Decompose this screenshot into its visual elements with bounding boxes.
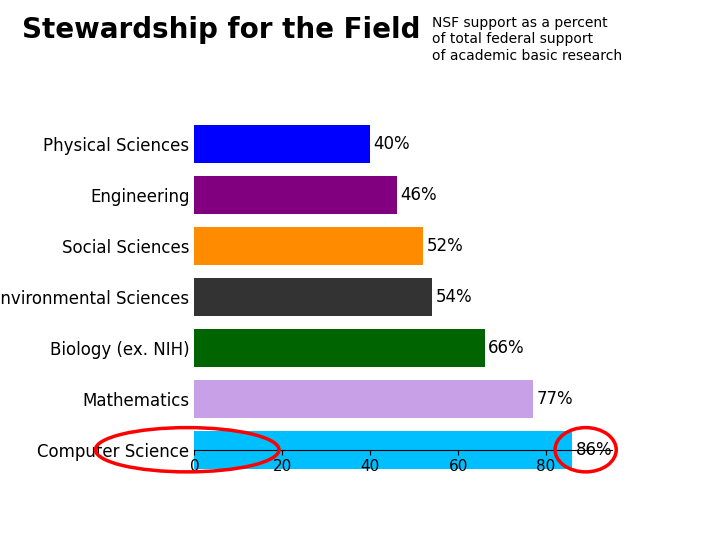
- Text: NSF support as a percent
of total federal support
of academic basic research: NSF support as a percent of total federa…: [432, 16, 622, 63]
- Bar: [194, 227, 423, 265]
- Text: Stewardship for the Field: Stewardship for the Field: [22, 16, 420, 44]
- Text: 46%: 46%: [400, 186, 437, 204]
- Text: 54%: 54%: [436, 288, 472, 306]
- Bar: [194, 431, 572, 469]
- Bar: [194, 278, 432, 316]
- Text: 77%: 77%: [536, 390, 573, 408]
- Bar: [194, 380, 533, 418]
- Text: 66%: 66%: [488, 339, 525, 357]
- Text: 52%: 52%: [426, 237, 463, 255]
- Text: 40%: 40%: [374, 135, 410, 153]
- Bar: [194, 176, 397, 214]
- Bar: [194, 329, 485, 367]
- Text: 86%: 86%: [576, 441, 613, 459]
- Bar: [194, 125, 370, 163]
